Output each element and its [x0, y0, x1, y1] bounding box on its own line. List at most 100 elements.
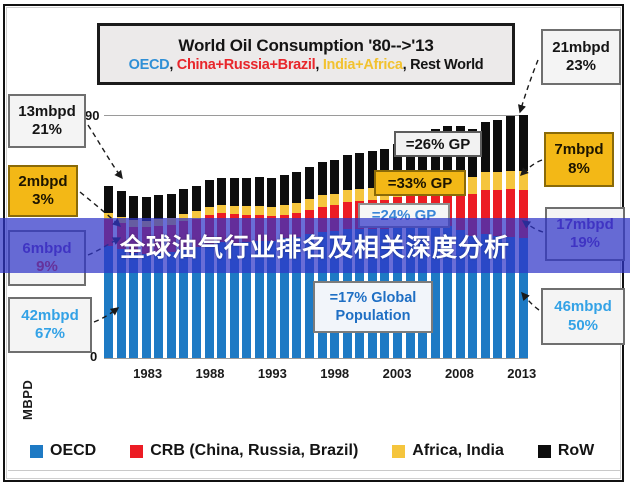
- bar-segment-row: [279, 175, 289, 206]
- global-population-line1: =17% Global: [329, 289, 417, 306]
- bar-segment-row: [367, 150, 377, 188]
- bar-segment-oecd: [493, 236, 503, 358]
- callout-percent: 8%: [568, 159, 590, 177]
- overlay-banner: [0, 218, 630, 273]
- callout-value: 2mbpd: [18, 172, 68, 190]
- annotation-global-population: =17% Global Population: [313, 281, 433, 333]
- callout-rest-world-1980: 13mbpd 21%: [8, 94, 86, 148]
- subtitle-sep-2: ,: [315, 56, 323, 73]
- callout-percent: 67%: [34, 325, 66, 342]
- bar-segment-africa: [292, 203, 302, 214]
- x-axis-ticks: 1983 1988 1993 1998 2003 2008 2013: [104, 366, 536, 388]
- bar-segment-row: [292, 171, 302, 204]
- subtitle-part-india-africa: India+Africa: [322, 56, 403, 73]
- callout-africa-india-1980: 2mbpd 3%: [8, 165, 78, 217]
- y-axis-title: MBPD: [20, 379, 35, 420]
- callout-percent: 23%: [565, 57, 597, 74]
- chart-legend: OECD CRB (China, Russia, Brazil) Africa, I…: [14, 432, 614, 470]
- bar-segment-oecd: [154, 252, 164, 358]
- callout-value: 42mbpd: [21, 306, 79, 324]
- bar-segment-oecd: [430, 225, 440, 358]
- bar-segment-oecd: [480, 234, 490, 358]
- ytick-label-90: 90: [85, 108, 100, 123]
- annotation-26-gp: =26% GP: [394, 131, 482, 157]
- overlay-banner-text: 全球油气行业排名及相关深度分析: [119, 232, 510, 262]
- bar-segment-oecd: [506, 237, 515, 358]
- callout-oecd-2013: 46mbpd 50%: [541, 288, 625, 345]
- bar-segment-row: [116, 191, 126, 217]
- global-population-line2: Population: [335, 308, 411, 324]
- legend-label: Africa, India: [412, 442, 504, 459]
- bar-segment-africa: [342, 190, 352, 202]
- bar-segment-oecd: [468, 235, 478, 358]
- bar-segment-africa: [229, 205, 239, 215]
- bar-segment-row: [317, 162, 327, 196]
- xtick-label-1988: 1988: [195, 366, 225, 381]
- bar-segment-row: [154, 195, 164, 219]
- bar-segment-africa: [267, 206, 277, 217]
- callout-value: 7mbpd: [554, 141, 604, 159]
- legend-swatch-icon: [130, 444, 144, 458]
- bar-segment-row: [330, 159, 340, 194]
- bar-segment-row: [493, 119, 503, 172]
- bar-segment-crb: [342, 201, 352, 229]
- xtick-label-2003: 2003: [382, 366, 412, 381]
- bar-segment-row: [267, 177, 277, 207]
- subtitle-sep-3: ,: [402, 56, 411, 73]
- bar-segment-oecd: [104, 245, 113, 358]
- bar-segment-oecd: [191, 247, 201, 358]
- bar-segment-crb: [506, 189, 515, 238]
- bar-segment-crb: [493, 189, 503, 237]
- callout-percent: 50%: [567, 316, 599, 334]
- legend-swatch-icon: [30, 444, 43, 458]
- bar-segment-oecd: [279, 238, 289, 358]
- bar-segment-africa: [242, 206, 252, 215]
- xtick-label-1983: 1983: [133, 366, 163, 381]
- bar-segment-africa: [305, 199, 314, 210]
- bar-segment-oecd: [455, 230, 465, 358]
- chart-subtitle: OECD, China+Russia+Brazil, India+Africa,…: [129, 57, 484, 73]
- bar-segment-oecd: [242, 242, 252, 358]
- legend-item-row: RoW: [537, 442, 594, 460]
- bar-segment-africa: [468, 176, 478, 194]
- bar-segment-oecd: [443, 226, 453, 358]
- bar-segment-crb: [480, 189, 490, 235]
- bar-segment-oecd: [229, 242, 239, 358]
- callout-rest-world-2013: 21mbpd 23%: [541, 29, 621, 85]
- ytick-label-0: 0: [90, 349, 98, 364]
- callout-value: 21mbpd: [552, 38, 610, 56]
- bar-segment-row: [380, 148, 390, 187]
- bar-segment-row: [518, 114, 528, 172]
- legend-label: OECD: [50, 442, 97, 459]
- bar-segment-row: [392, 143, 402, 184]
- axis-baseline: [104, 358, 528, 359]
- subtitle-part-rest-world: Rest World: [410, 56, 484, 73]
- bar-segment-africa: [204, 206, 214, 215]
- bar-2012: [506, 115, 515, 358]
- bar-segment-row: [405, 136, 415, 178]
- bar-segment-oecd: [217, 242, 227, 358]
- bar-segment-row: [191, 185, 201, 211]
- bar-segment-row: [355, 152, 365, 189]
- bar-segment-africa: [191, 210, 201, 219]
- xtick-label-1998: 1998: [320, 366, 350, 381]
- bar-segment-africa: [279, 205, 289, 216]
- callout-percent: 21%: [31, 121, 63, 138]
- bar-segment-oecd: [267, 240, 277, 358]
- bar-segment-row: [129, 195, 139, 221]
- bar-segment-crb: [518, 189, 528, 239]
- subtitle-sep-1: ,: [169, 56, 177, 73]
- chart-title: World Oil Consumption '80-->'13: [178, 35, 434, 55]
- bar-segment-africa: [217, 204, 227, 214]
- callout-value: 13mbpd: [18, 102, 76, 120]
- bar-segment-row: [141, 197, 151, 221]
- bar-segment-oecd: [292, 236, 302, 358]
- bar-segment-oecd: [129, 252, 139, 358]
- bar-segment-row: [166, 193, 176, 218]
- bar-2011: [493, 115, 503, 358]
- bar-segment-africa: [518, 171, 528, 190]
- callout-percent: 3%: [32, 191, 54, 208]
- xtick-label-2008: 2008: [444, 366, 474, 381]
- bar-segment-africa: [330, 193, 340, 206]
